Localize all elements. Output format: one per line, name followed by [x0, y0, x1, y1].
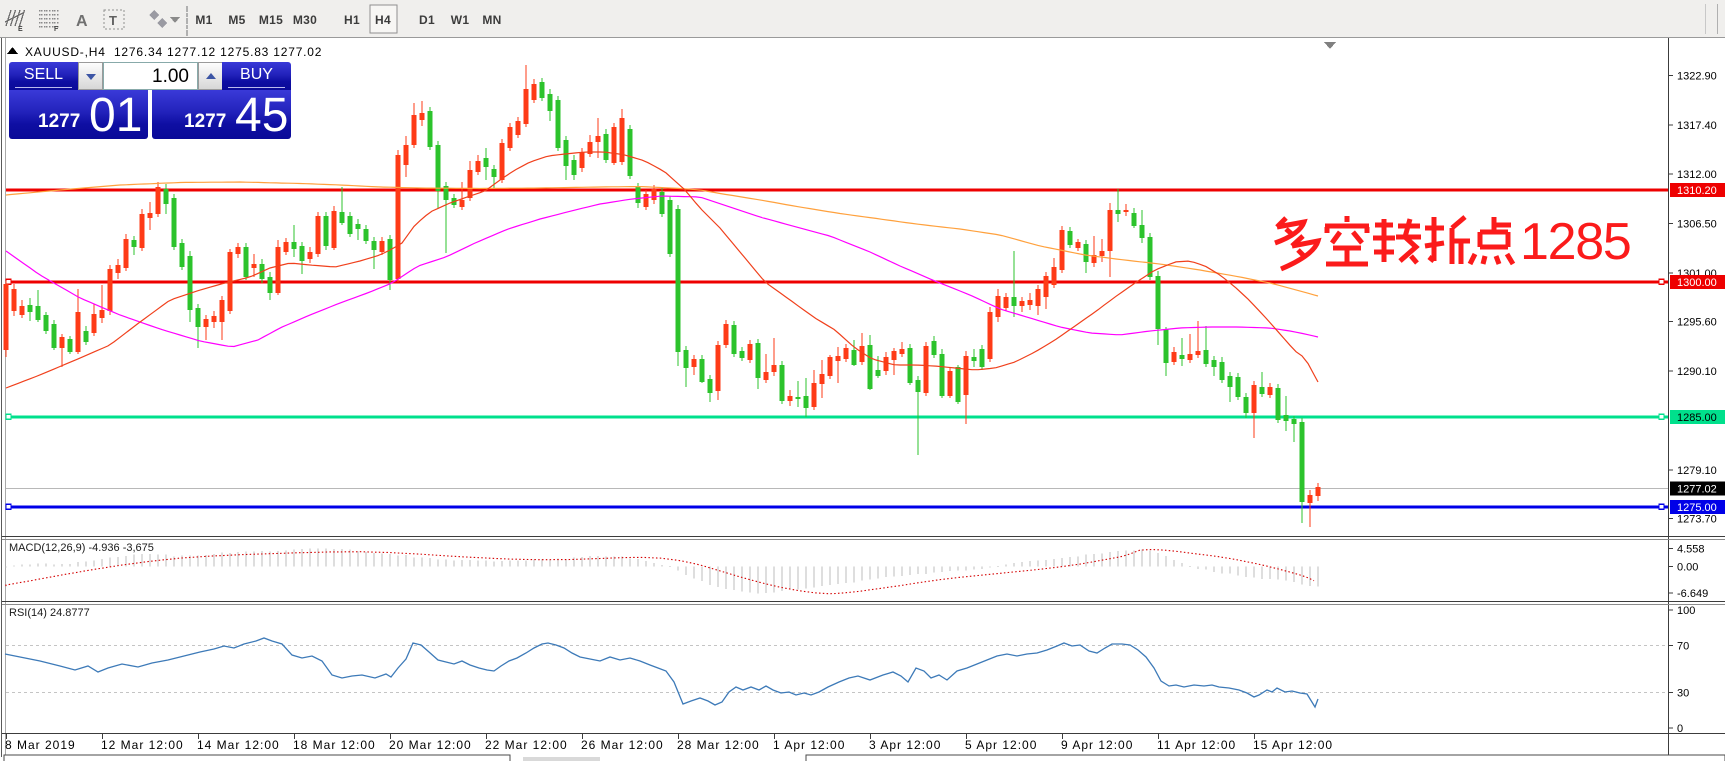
svg-text:26 Mar 12:00: 26 Mar 12:00: [581, 738, 664, 752]
svg-text:1310.20: 1310.20: [1677, 185, 1717, 197]
svg-text:1285.00: 1285.00: [1677, 412, 1717, 424]
svg-text:M30: M30: [293, 13, 317, 27]
svg-text:1277.02: 1277.02: [1677, 484, 1717, 496]
svg-text:8 Mar 2019: 8 Mar 2019: [5, 738, 76, 752]
svg-text:1279.10: 1279.10: [1677, 465, 1717, 477]
svg-text:9 Apr 12:00: 9 Apr 12:00: [1061, 738, 1133, 752]
svg-text:MACD(12,26,9) -4.936 -3,675: MACD(12,26,9) -4.936 -3,675: [9, 542, 154, 554]
svg-text:100: 100: [1677, 605, 1695, 617]
svg-text:1275.00: 1275.00: [1677, 502, 1717, 514]
svg-text:XAUUSD-,H4 1276.34 1277.12 12: XAUUSD-,H4 1276.34 1277.12 1275.83 1277.…: [25, 45, 322, 59]
svg-text:1317.40: 1317.40: [1677, 120, 1717, 132]
svg-text:MN: MN: [482, 13, 501, 27]
svg-text:28 Mar 12:00: 28 Mar 12:00: [677, 738, 760, 752]
svg-text:H1: H1: [344, 13, 360, 27]
svg-text:30: 30: [1677, 688, 1689, 700]
svg-text:5 Apr 12:00: 5 Apr 12:00: [965, 738, 1037, 752]
svg-text:D1: D1: [419, 13, 435, 27]
svg-text:1312.00: 1312.00: [1677, 169, 1717, 181]
svg-text:E: E: [18, 26, 23, 33]
svg-text:0: 0: [1677, 723, 1683, 735]
svg-text:20 Mar 12:00: 20 Mar 12:00: [389, 738, 472, 752]
svg-text:15 Apr 12:00: 15 Apr 12:00: [1253, 738, 1333, 752]
svg-text:M5: M5: [228, 13, 245, 27]
svg-text:M15: M15: [259, 13, 283, 27]
svg-text:22 Mar 12:00: 22 Mar 12:00: [485, 738, 568, 752]
svg-text:H4: H4: [375, 13, 391, 27]
svg-text:3 Apr 12:00: 3 Apr 12:00: [869, 738, 941, 752]
svg-text:1300.00: 1300.00: [1677, 277, 1717, 289]
svg-text:12 Mar 12:00: 12 Mar 12:00: [101, 738, 184, 752]
svg-text:70: 70: [1677, 640, 1689, 652]
svg-text:-6.649: -6.649: [1677, 588, 1708, 600]
svg-text:1285: 1285: [1520, 213, 1630, 271]
svg-text:A: A: [76, 13, 88, 30]
svg-text:1 Apr 12:00: 1 Apr 12:00: [773, 738, 845, 752]
svg-text:M1: M1: [195, 13, 212, 27]
svg-text:RSI(14) 24.8777: RSI(14) 24.8777: [9, 607, 90, 619]
svg-text:1306.50: 1306.50: [1677, 218, 1717, 230]
svg-text:1295.60: 1295.60: [1677, 316, 1717, 328]
svg-text:F: F: [54, 26, 59, 33]
svg-text:W1: W1: [451, 13, 470, 27]
svg-text:18 Mar 12:00: 18 Mar 12:00: [293, 738, 376, 752]
svg-text:14 Mar 12:00: 14 Mar 12:00: [197, 738, 280, 752]
svg-text:1322.90: 1322.90: [1677, 71, 1717, 83]
svg-text:1290.10: 1290.10: [1677, 366, 1717, 378]
svg-text:0.00: 0.00: [1677, 562, 1698, 574]
svg-text:11 Apr 12:00: 11 Apr 12:00: [1157, 738, 1236, 752]
svg-text:T: T: [109, 13, 117, 28]
svg-text:4.558: 4.558: [1677, 543, 1705, 555]
svg-text:1273.70: 1273.70: [1677, 514, 1717, 526]
